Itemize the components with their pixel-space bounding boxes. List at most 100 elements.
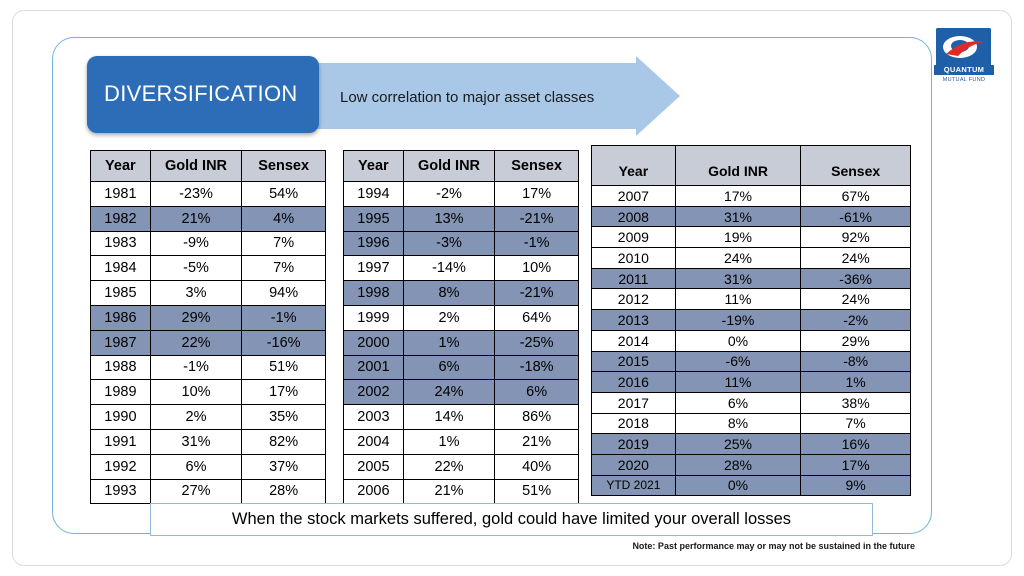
sensex-cell: -25% [494,329,579,356]
table-row: 1997 -14% 10% [343,255,579,282]
gold-inr-cell: 31% [674,205,802,228]
logo-brand: QUANTUM [934,65,994,75]
table-row: 2020 28% 17% [591,453,911,476]
column-header-gold-inr: Gold INR [402,150,496,182]
gold-inr-cell: 6% [402,354,496,381]
column-header-sensex: Sensex [494,150,579,182]
sensex-cell: 21% [494,428,579,455]
sensex-cell: -1% [494,230,579,257]
year-cell: 1993 [90,478,151,505]
year-cell: 2008 [591,205,676,228]
sensex-cell: -1% [241,304,326,331]
gold-inr-cell: 6% [674,391,802,414]
column-header-year: Year [343,150,404,182]
year-cell: 2007 [591,185,676,207]
table-row: 2015 -6% -8% [591,350,911,373]
gold-inr-cell: 13% [402,205,496,232]
sensex-cell: 7% [241,230,326,257]
gold-inr-cell: -5% [149,255,243,282]
gold-inr-cell: 17% [674,185,802,207]
table-row: 1990 2% 35% [90,404,326,430]
table-row: 2007 17% 67% [591,185,911,207]
table-row: 1994 -2% 17% [343,181,579,207]
gold-inr-cell: 10% [149,379,243,406]
gold-inr-cell: 0% [674,474,802,497]
gold-inr-cell: 0% [674,329,802,352]
year-cell: 2001 [343,354,404,381]
gold-inr-cell: 27% [149,478,243,505]
table-row: 1991 31% 82% [90,428,326,455]
year-cell: 2009 [591,226,676,249]
year-cell: 2010 [591,247,676,269]
sensex-cell: 51% [241,354,326,381]
sensex-cell: 35% [241,404,326,430]
table-row: 1983 -9% 7% [90,230,326,257]
gold-inr-cell: 25% [674,433,802,455]
subtitle: Low correlation to major asset classes [340,89,595,106]
sensex-cell: 54% [241,181,326,207]
table-row: 2010 24% 24% [591,247,911,269]
returns-table-1981-1993: Year Gold INR Sensex 1981 -23% 54% 1982 21% 4… [90,150,326,505]
gold-inr-cell: 24% [402,379,496,406]
logo-emblem [936,28,991,66]
year-cell: 2003 [343,404,404,430]
gold-inr-cell: 11% [674,288,802,311]
conclusion-banner: When the stock markets suffered, gold co… [150,503,873,536]
year-cell: 1985 [90,280,151,306]
gold-inr-cell: -23% [149,181,243,207]
table-row: 1986 29% -1% [90,304,326,331]
year-cell: 1988 [90,354,151,381]
table-row: 2013 -19% -2% [591,309,911,331]
sensex-cell: -16% [241,329,326,356]
column-header-sensex: Sensex [800,145,911,186]
gold-inr-cell: 19% [674,226,802,249]
table-row: 2018 8% 7% [591,412,911,435]
year-cell: 1992 [90,453,151,480]
title-box [87,56,319,133]
gold-inr-cell: 6% [149,453,243,480]
sensex-cell: -61% [800,205,911,228]
table-row: 2003 14% 86% [343,404,579,430]
column-header-year: Year [591,145,676,186]
table-row: 1999 2% 64% [343,304,579,331]
logo-swirl-icon [936,28,991,66]
sensex-cell: 64% [494,304,579,331]
year-cell: 1997 [343,255,404,282]
table-row: 2004 1% 21% [343,428,579,455]
table-row: 1998 8% -21% [343,280,579,306]
gold-inr-cell: -6% [674,350,802,373]
year-cell: 2016 [591,371,676,393]
table-row: 1993 27% 28% [90,478,326,505]
logo-subtitle: MUTUAL FUND [942,77,986,83]
year-cell: 2011 [591,267,676,290]
table-row: 1981 -23% 54% [90,181,326,207]
sensex-cell: 16% [800,433,911,455]
table-row: 2001 6% -18% [343,354,579,381]
table-row: 1984 -5% 7% [90,255,326,282]
gold-inr-cell: 1% [402,428,496,455]
year-cell: 2018 [591,412,676,435]
sensex-cell: 17% [800,453,911,476]
year-cell: 1989 [90,379,151,406]
year-cell: 2019 [591,433,676,455]
table-row: 2009 19% 92% [591,226,911,249]
table-row: 2011 31% -36% [591,267,911,290]
sensex-cell: 6% [494,379,579,406]
table-row: 1989 10% 17% [90,379,326,406]
table-row: 2016 11% 1% [591,371,911,393]
year-cell: 2012 [591,288,676,311]
gold-inr-cell: 28% [674,453,802,476]
gold-inr-cell: -9% [149,230,243,257]
sensex-cell: -8% [800,350,911,373]
gold-inr-cell: 31% [149,428,243,455]
year-cell: 2014 [591,329,676,352]
sensex-cell: 37% [241,453,326,480]
sensex-cell: -36% [800,267,911,290]
year-cell: 2005 [343,453,404,480]
column-header-sensex: Sensex [241,150,326,182]
table-row: 1982 21% 4% [90,205,326,232]
gold-inr-cell: 29% [149,304,243,331]
year-cell: 1995 [343,205,404,232]
sensex-cell: 67% [800,185,911,207]
table-row: 2008 31% -61% [591,205,911,228]
